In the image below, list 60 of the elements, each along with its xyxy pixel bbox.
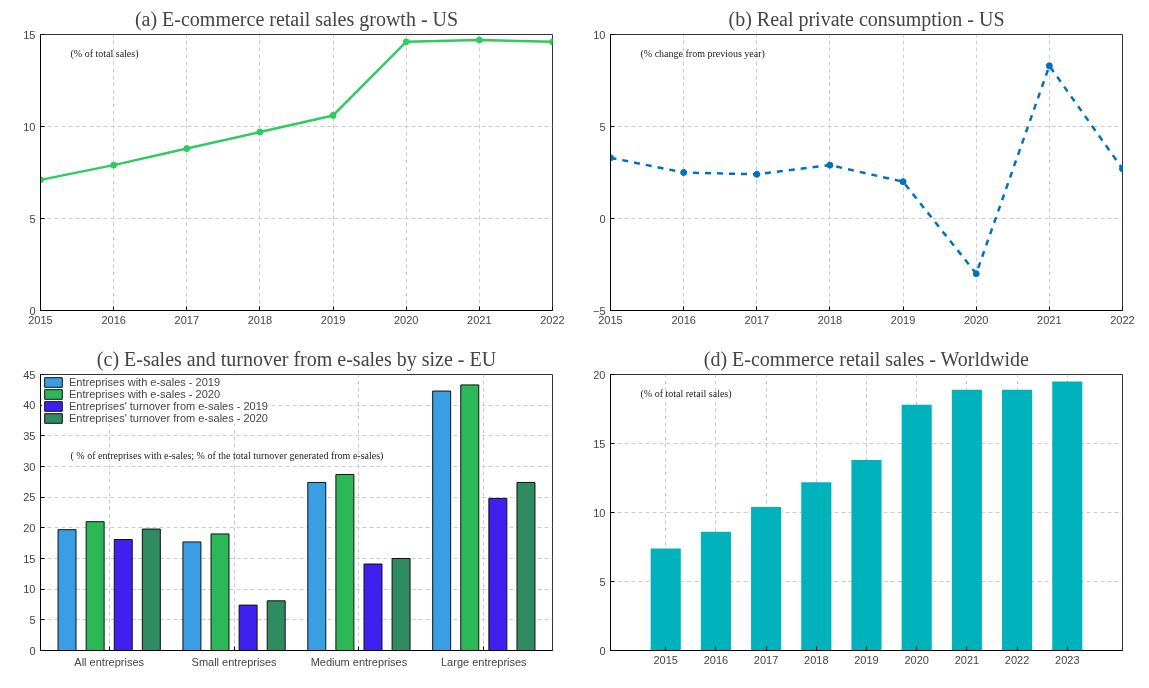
x-tick-label: 2018 [247, 313, 273, 326]
legend-label: Entreprises' turnover from e-sales - 2020 [69, 412, 268, 424]
y-tick-label: 20 [593, 368, 606, 381]
annotation: (% change from previous year) [640, 47, 765, 60]
x-tick-label: 2016 [671, 313, 696, 326]
y-tick-label: 20 [23, 521, 36, 534]
y-tick-label: 0 [29, 644, 36, 657]
x-tick-label: 2021 [954, 653, 980, 666]
x-tick-label: 2018 [817, 313, 843, 326]
y-tick-label: 5 [599, 120, 606, 133]
y-tick-label: 25 [23, 491, 36, 504]
x-tick-label: 2017 [753, 653, 779, 666]
x-tick-label: Small entreprises [191, 655, 278, 668]
legend-label: Entreprises with e-sales - 2019 [69, 376, 221, 388]
x-tick-label: 2020 [904, 653, 929, 666]
x-tick-label: 2016 [101, 313, 126, 326]
y-tick-label: 10 [23, 583, 36, 596]
x-tick-label: 2020 [963, 313, 989, 326]
annotation: (% of total retail sales) [640, 387, 732, 400]
x-tick-label: 2022 [1110, 313, 1135, 326]
y-tick-label: 5 [599, 575, 606, 588]
y-tick-label: 40 [23, 399, 36, 412]
x-tick-label: 2021 [1037, 313, 1062, 326]
x-tick-label: 2019 [320, 313, 346, 326]
legend-label: Entreprises' turnover from e-sales - 2019 [69, 400, 268, 412]
legend-label: Entreprises with e-sales - 2020 [69, 388, 221, 400]
annotation: (% of total sales) [70, 47, 139, 60]
y-tick-label: 10 [593, 28, 606, 41]
y-tick-label: 0 [599, 212, 606, 225]
x-tick-label: 2015 [653, 653, 678, 666]
y-tick-label: 5 [29, 613, 36, 626]
x-tick-label: 2019 [890, 313, 916, 326]
chart-title: (b) Real private consumption - US [728, 7, 1005, 31]
x-tick-label: Large entreprises [441, 655, 528, 668]
chart-title: (a) E-commerce retail sales growth - US [134, 7, 459, 31]
y-tick-label: 10 [593, 506, 606, 519]
x-tick-label: 2022 [1004, 653, 1030, 666]
y-tick-label: 15 [23, 552, 36, 565]
annotation: ( % of entreprises with e-sales; % of the total turnover generated from e-sales) [70, 449, 384, 462]
y-tick-label: 30 [23, 460, 36, 473]
chart-title: (d) E-commerce retail sales - Worldwide [703, 347, 1029, 371]
y-tick-label: 0 [599, 644, 606, 657]
x-tick-label: 2019 [854, 653, 879, 666]
y-tick-label: 15 [593, 437, 606, 450]
y-tick-label: 5 [29, 212, 36, 225]
chart-title: (c) E-sales and turnover from e-sales by size - EU [96, 347, 497, 371]
x-tick-label: All entreprises [74, 655, 145, 668]
x-tick-label: Medium entreprises [310, 655, 408, 668]
x-tick-label: 2016 [703, 653, 729, 666]
x-tick-label: 2017 [174, 313, 200, 326]
x-tick-label: 2022 [540, 313, 565, 326]
y-tick-label: 45 [23, 368, 36, 381]
x-tick-label: 2020 [393, 313, 419, 326]
x-tick-label: 2023 [1055, 653, 1080, 666]
x-tick-label: 2017 [744, 313, 770, 326]
y-tick-label: 15 [23, 28, 36, 41]
y-tick-label: 10 [23, 120, 36, 133]
x-tick-label: 2018 [804, 653, 829, 666]
y-tick-label: 35 [23, 429, 36, 442]
x-tick-label: 2021 [467, 313, 492, 326]
